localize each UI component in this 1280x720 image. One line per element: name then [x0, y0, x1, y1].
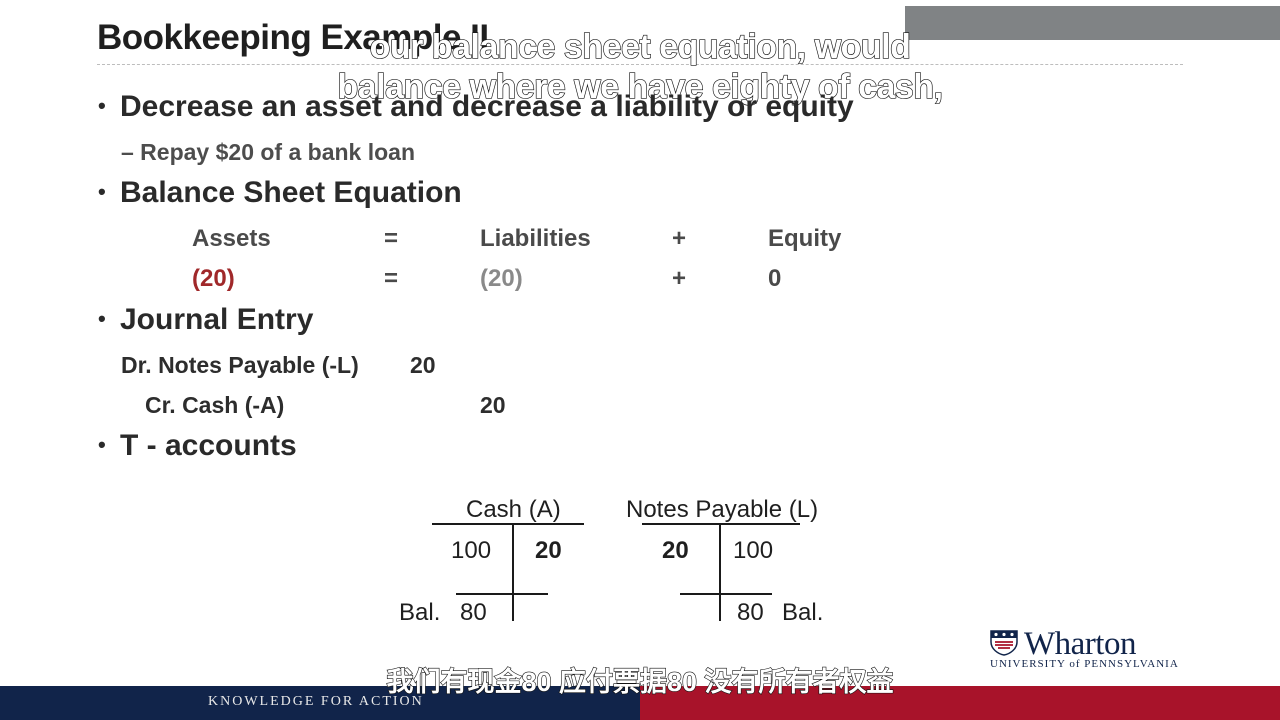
eq-value-assets: (20)	[192, 265, 235, 292]
eq-header-plus: +	[672, 225, 687, 252]
eq-value-equity: 0	[768, 265, 782, 292]
bullet-decrease-asset: • Decrease an asset and decrease a liabil…	[98, 90, 854, 124]
journal-debit-label: Dr. Notes Payable (-L)	[121, 352, 359, 378]
t-account-notes-balance: 80	[737, 599, 764, 626]
bullet-balance-sheet: • Balance Sheet Equation	[98, 176, 462, 210]
bullet-dot: •	[98, 432, 106, 457]
eq-header-assets: Assets	[192, 225, 271, 252]
bullet-text: Journal Entry	[120, 303, 314, 336]
t-account-notes-title: Notes Payable (L)	[626, 496, 819, 523]
wharton-logo-subtitle: UNIVERSITY of PENNSYLVANIA	[990, 658, 1179, 670]
caption-english-line-1: our balance sheet equation, would	[369, 27, 912, 66]
t-account-notes-center-rule	[719, 523, 721, 621]
footer-tagline: KNOWLEDGE FOR ACTION	[208, 694, 424, 709]
t-account-notes-debit: 20	[662, 537, 689, 564]
t-account-cash-debit: 100	[451, 537, 492, 564]
journal-credit-label: Cr. Cash (-A)	[145, 392, 285, 418]
journal-debit-amount: 20	[410, 352, 436, 378]
bullet-dot: •	[98, 179, 106, 204]
bullet-dot: •	[98, 93, 106, 118]
bullet-t-accounts: • T - accounts	[98, 429, 297, 463]
t-account-notes-credit: 100	[733, 537, 774, 564]
journal-credit-amount: 20	[480, 392, 506, 418]
caption-english-line-2: balance where we have eighty of cash,	[337, 67, 944, 106]
title-divider	[97, 64, 1183, 65]
wharton-shield-icon	[990, 630, 1018, 656]
bullet-dot: •	[98, 306, 106, 331]
top-gray-bar	[905, 6, 1280, 40]
t-account-cash-center-rule	[512, 523, 514, 621]
t-account-notes-top-rule	[642, 523, 800, 525]
bullet-text: Balance Sheet Equation	[120, 176, 462, 209]
eq-value-liabilities: (20)	[480, 265, 523, 292]
t-account-cash-top-rule	[432, 523, 584, 525]
slide-title: Bookkeeping Example II	[97, 18, 489, 57]
t-account-cash-credit: 20	[535, 537, 562, 564]
t-account-cash-balance: 80	[460, 599, 487, 626]
bullet-text: Decrease an asset and decrease a liabili…	[120, 90, 854, 123]
t-account-cash-bal-label: Bal.	[399, 599, 441, 626]
t-account-cash-balance-rule	[456, 593, 548, 595]
eq-header-equity: Equity	[768, 225, 842, 252]
eq-header-equals: =	[384, 225, 399, 252]
bullet-journal-entry: • Journal Entry	[98, 303, 313, 337]
sub-bullet-repay: – Repay $20 of a bank loan	[121, 139, 416, 165]
caption-chinese: 我们有现金80 应付票据80 没有所有者权益	[386, 666, 894, 697]
eq-value-plus: +	[672, 265, 687, 292]
eq-header-liabilities: Liabilities	[480, 225, 591, 252]
t-account-notes-bal-label: Bal.	[782, 599, 824, 626]
t-account-notes-balance-rule	[680, 593, 772, 595]
wharton-logo: Wharton	[1024, 626, 1136, 662]
eq-value-equals: =	[384, 265, 399, 292]
t-account-cash-title: Cash (A)	[466, 496, 561, 523]
footer-navy-bar	[0, 686, 640, 720]
footer-red-bar	[640, 686, 1280, 720]
bullet-text: T - accounts	[120, 429, 297, 462]
